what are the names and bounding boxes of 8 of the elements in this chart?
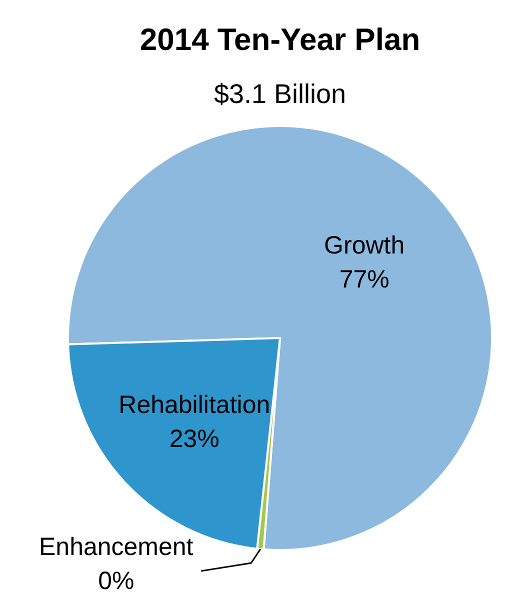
data-label: 0%: [98, 567, 134, 596]
data-label: 77%: [339, 266, 390, 294]
chart-subtitle: $3.1 Billion: [214, 79, 346, 109]
slice-label: Growth: [324, 232, 405, 260]
slice-label: Rehabilitation: [118, 391, 270, 420]
chart-title: 2014 Ten-Year Plan: [140, 22, 420, 57]
slice-label: Enhancement: [38, 533, 194, 562]
data-label: 23%: [169, 425, 220, 454]
